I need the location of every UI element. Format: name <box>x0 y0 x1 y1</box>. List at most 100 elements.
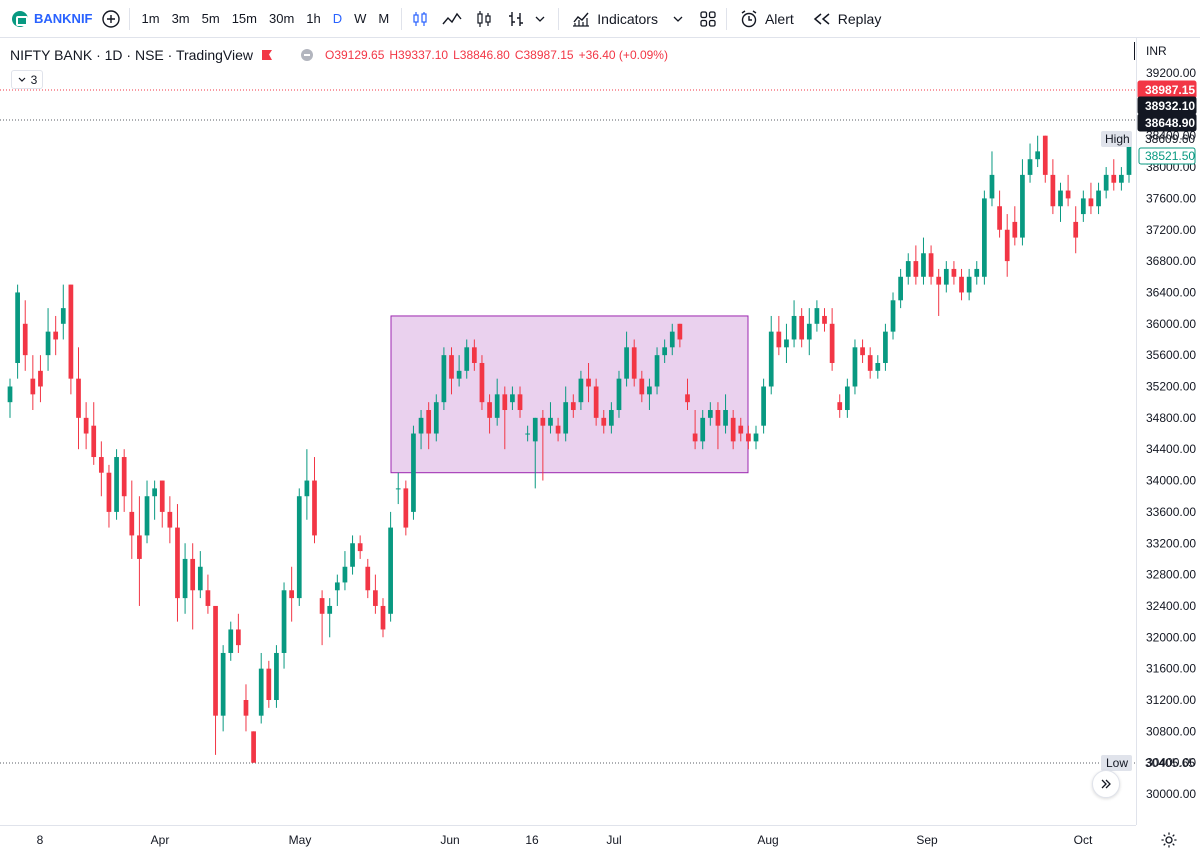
candle[interactable] <box>982 190 987 285</box>
candle[interactable] <box>609 402 614 434</box>
candle[interactable] <box>586 362 591 403</box>
candle[interactable] <box>1096 182 1101 215</box>
bar-chart-type-button[interactable] <box>472 5 496 33</box>
candle[interactable] <box>540 410 546 481</box>
candle[interactable] <box>883 323 888 371</box>
candle[interactable] <box>997 190 1002 238</box>
candle[interactable] <box>761 378 766 434</box>
candle[interactable] <box>593 378 599 426</box>
candle[interactable] <box>83 402 89 450</box>
indicators-button[interactable]: Indicators <box>565 5 664 33</box>
candle[interactable] <box>989 151 995 207</box>
candle[interactable] <box>898 268 903 309</box>
candle[interactable] <box>776 315 782 356</box>
candle[interactable] <box>1042 135 1048 183</box>
candle[interactable] <box>784 323 789 363</box>
candle[interactable] <box>350 535 355 575</box>
candle[interactable] <box>943 261 949 293</box>
candle[interactable] <box>426 402 432 450</box>
replay-button[interactable]: Replay <box>806 5 888 33</box>
candle[interactable] <box>1088 182 1094 215</box>
candle[interactable] <box>555 417 561 442</box>
candle[interactable] <box>296 488 302 606</box>
candle[interactable] <box>639 370 645 403</box>
candle[interactable] <box>1012 206 1018 246</box>
candles-chart-type-button[interactable] <box>408 5 432 33</box>
candle[interactable] <box>867 347 873 379</box>
price-chart[interactable] <box>0 38 1200 825</box>
interval-30m[interactable]: 30m <box>268 10 295 26</box>
candle[interactable] <box>281 582 287 669</box>
candle[interactable] <box>403 480 409 536</box>
chart-settings-button[interactable] <box>1158 829 1180 851</box>
candle[interactable] <box>936 268 942 316</box>
candle[interactable] <box>114 449 119 520</box>
candle[interactable] <box>137 496 142 606</box>
candle[interactable] <box>175 504 180 622</box>
candle[interactable] <box>251 731 256 763</box>
candle[interactable] <box>373 574 378 614</box>
candle[interactable] <box>342 551 348 591</box>
candle[interactable] <box>312 457 317 544</box>
candle[interactable] <box>22 300 28 371</box>
candle[interactable] <box>875 355 881 379</box>
candle[interactable] <box>266 660 272 708</box>
ohlc-chart-type-button[interactable] <box>504 5 528 33</box>
candle[interactable] <box>548 402 553 434</box>
candle[interactable] <box>327 598 333 638</box>
candle[interactable] <box>380 598 386 638</box>
candle[interactable] <box>1103 167 1109 199</box>
candle[interactable] <box>76 347 81 450</box>
candle[interactable] <box>1004 214 1010 277</box>
candle[interactable] <box>220 645 226 732</box>
candle[interactable] <box>837 394 843 418</box>
candle[interactable] <box>205 574 211 614</box>
candle[interactable] <box>570 394 576 418</box>
candle[interactable] <box>121 449 127 512</box>
candle[interactable] <box>152 480 157 520</box>
candle[interactable] <box>563 386 569 442</box>
candle[interactable] <box>525 425 530 442</box>
time-axis[interactable] <box>0 825 1136 855</box>
candle[interactable] <box>669 323 675 356</box>
interval-w[interactable]: W <box>354 10 367 26</box>
candle[interactable] <box>510 386 515 411</box>
candle[interactable] <box>494 378 500 426</box>
candle[interactable] <box>631 339 637 387</box>
candle[interactable] <box>692 410 698 450</box>
candle[interactable] <box>471 339 477 371</box>
candle[interactable] <box>685 378 690 411</box>
line-chart-type-button[interactable] <box>440 5 464 33</box>
candle[interactable] <box>433 394 439 442</box>
candle[interactable] <box>30 355 36 411</box>
candle[interactable] <box>45 308 51 371</box>
candle[interactable] <box>1065 174 1071 207</box>
candle[interactable] <box>98 441 104 497</box>
layout-button[interactable] <box>696 5 720 33</box>
candle[interactable] <box>357 535 363 559</box>
candle[interactable] <box>449 347 454 395</box>
interval-5m[interactable]: 5m <box>201 10 220 26</box>
candle[interactable] <box>715 402 721 450</box>
candle[interactable] <box>395 472 401 505</box>
candle[interactable] <box>129 480 135 559</box>
candle[interactable] <box>228 621 234 661</box>
candle[interactable] <box>1080 190 1086 222</box>
candle[interactable] <box>502 386 508 450</box>
candle[interactable] <box>707 402 713 426</box>
candle[interactable] <box>53 315 59 356</box>
candle[interactable] <box>91 402 97 465</box>
candle[interactable] <box>38 355 43 403</box>
candle[interactable] <box>700 410 706 450</box>
candle[interactable] <box>334 574 340 606</box>
candle[interactable] <box>190 543 196 630</box>
candle[interactable] <box>791 300 797 348</box>
candle[interactable] <box>1111 159 1117 191</box>
candle[interactable] <box>966 268 972 301</box>
candle[interactable] <box>768 315 774 395</box>
chart-type-dropdown[interactable] <box>528 5 552 33</box>
interval-15m[interactable]: 15m <box>231 10 257 26</box>
candle[interactable] <box>441 347 447 411</box>
interval-m[interactable]: M <box>378 10 390 26</box>
price-axis[interactable] <box>1136 38 1200 825</box>
